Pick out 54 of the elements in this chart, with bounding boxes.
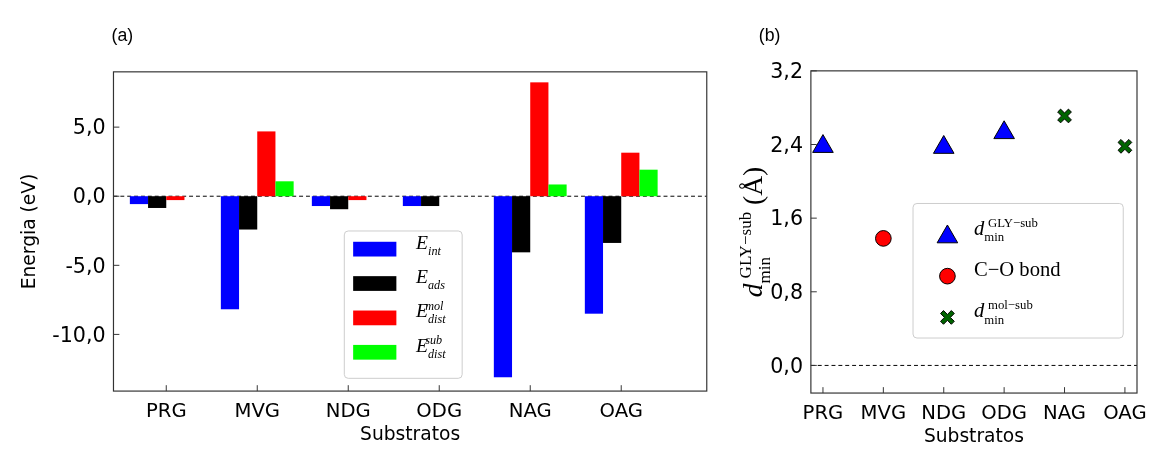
legend-label: E$_{ads}$ [415, 265, 446, 292]
bar [348, 196, 367, 201]
y-tick-label: 0,0 [770, 353, 804, 378]
bar [548, 184, 567, 197]
bar [330, 196, 349, 210]
x-tick-label: NAG [1043, 400, 1087, 424]
x-tick-label: OAG [1103, 400, 1147, 424]
bar [275, 181, 294, 197]
point [1117, 138, 1133, 154]
y-tick-label: -5,0 [65, 253, 106, 278]
x-tick-label: PRG [802, 400, 844, 424]
y-tick-label: -10,0 [52, 322, 106, 347]
x-tick-label: NDG [325, 398, 371, 422]
x-tick-label: ODG [981, 400, 1028, 424]
bar [257, 131, 276, 197]
x-tick-label: MVG [860, 400, 907, 424]
y-tick-label: 5,0 [72, 115, 106, 140]
bar [311, 196, 331, 207]
x-axis-title: Substratos [360, 423, 461, 445]
x-tick-label: OAG [599, 398, 643, 422]
y-tick-label: 0,0 [72, 184, 106, 209]
bar [512, 196, 531, 253]
point [1057, 108, 1072, 124]
bar [148, 196, 167, 208]
point [932, 135, 955, 154]
bar [402, 196, 422, 207]
y-tick-label: 2,4 [770, 132, 804, 157]
bar [166, 196, 185, 201]
legend-label: E$_{int}$ [415, 230, 442, 258]
legend-label: C−O bond [973, 258, 1062, 281]
bar [493, 196, 513, 378]
x-tick-label: MVG [234, 398, 281, 422]
bar [584, 196, 604, 314]
bar [621, 152, 640, 197]
chart-title: (b) [758, 25, 781, 46]
x-tick-label: NDG [921, 400, 967, 424]
chart-title: (a) [111, 25, 134, 46]
bar [220, 196, 240, 310]
point [993, 120, 1015, 140]
y-axis-title: Energia (eV) [17, 173, 39, 290]
bar [603, 196, 622, 243]
x-tick-label: PRG [145, 398, 187, 422]
bar [530, 82, 549, 197]
y-tick-label: 1,6 [770, 206, 804, 231]
bar [421, 196, 440, 207]
bar [639, 169, 658, 197]
x-tick-label: NAG [508, 398, 552, 422]
bar [239, 196, 258, 230]
point [875, 230, 892, 247]
x-tick-label: ODG [416, 398, 463, 422]
bar [129, 196, 149, 205]
x-axis-title: Substratos [923, 425, 1024, 447]
point [812, 134, 834, 153]
y-tick-label: 3,2 [770, 59, 804, 84]
